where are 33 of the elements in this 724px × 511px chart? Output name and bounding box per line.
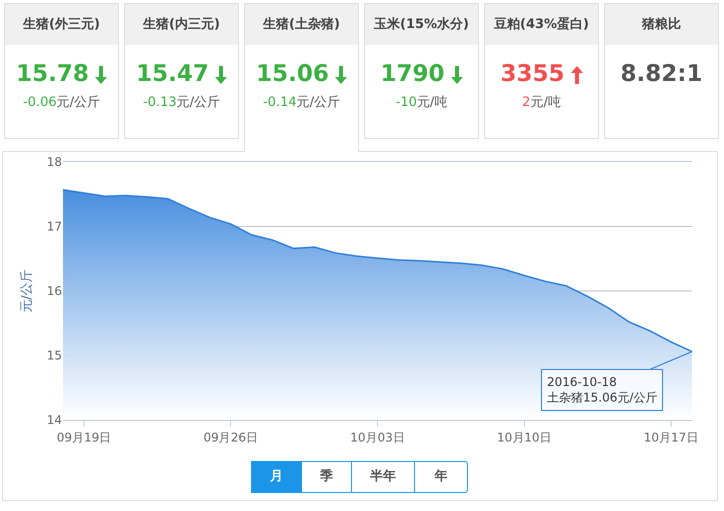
x-tick-label: 09月26日 bbox=[203, 430, 258, 444]
category-label: 半年 bbox=[351, 461, 415, 493]
x-tick-label: 09月19日 bbox=[56, 430, 112, 444]
text: 3355 bbox=[500, 61, 564, 87]
y-tick-label: 18 bbox=[46, 155, 62, 170]
category-label: 豆粕(43%蛋白) bbox=[485, 4, 598, 45]
text: -0.06元/公斤 bbox=[22, 95, 100, 110]
y-axis-title: 元/公斤 bbox=[20, 269, 35, 313]
category-label: 玉米(15%水分) bbox=[365, 4, 478, 45]
text: 1790 bbox=[380, 61, 444, 87]
category-label: 月 bbox=[251, 461, 302, 493]
annotation: 2016-10-18 土杂猪15.06元/公斤 bbox=[547, 375, 658, 405]
x-tick-label: 10月17日 bbox=[644, 430, 698, 444]
text: 2元/吨 bbox=[522, 95, 561, 110]
category-label: 猪粮比 bbox=[605, 4, 718, 45]
text: -0.14元/公斤 bbox=[262, 95, 340, 110]
category-label: 生猪(土杂猪) bbox=[245, 4, 358, 45]
x-tick-label: 10月10日 bbox=[496, 430, 552, 444]
category-label: 生猪(内三元) bbox=[125, 4, 238, 45]
y-tick-label: 16 bbox=[46, 284, 62, 298]
text: 15.78 bbox=[16, 61, 89, 87]
text: 15.06 bbox=[256, 61, 329, 87]
text: -0.13元/公斤 bbox=[142, 95, 220, 110]
y-tick-label: 15 bbox=[46, 348, 62, 363]
text: 15.47 bbox=[136, 61, 209, 87]
category-label: 季 bbox=[301, 461, 352, 493]
text: 8.82:1 bbox=[620, 61, 702, 87]
y-tick-label: 14 bbox=[46, 413, 62, 428]
category-label: 年 bbox=[414, 461, 468, 493]
x-tick-label: 10月03日 bbox=[350, 430, 405, 444]
category-label: 生猪(外三元) bbox=[5, 4, 118, 45]
y-tick-label: 17 bbox=[46, 220, 62, 234]
text: -10元/吨 bbox=[396, 95, 448, 110]
